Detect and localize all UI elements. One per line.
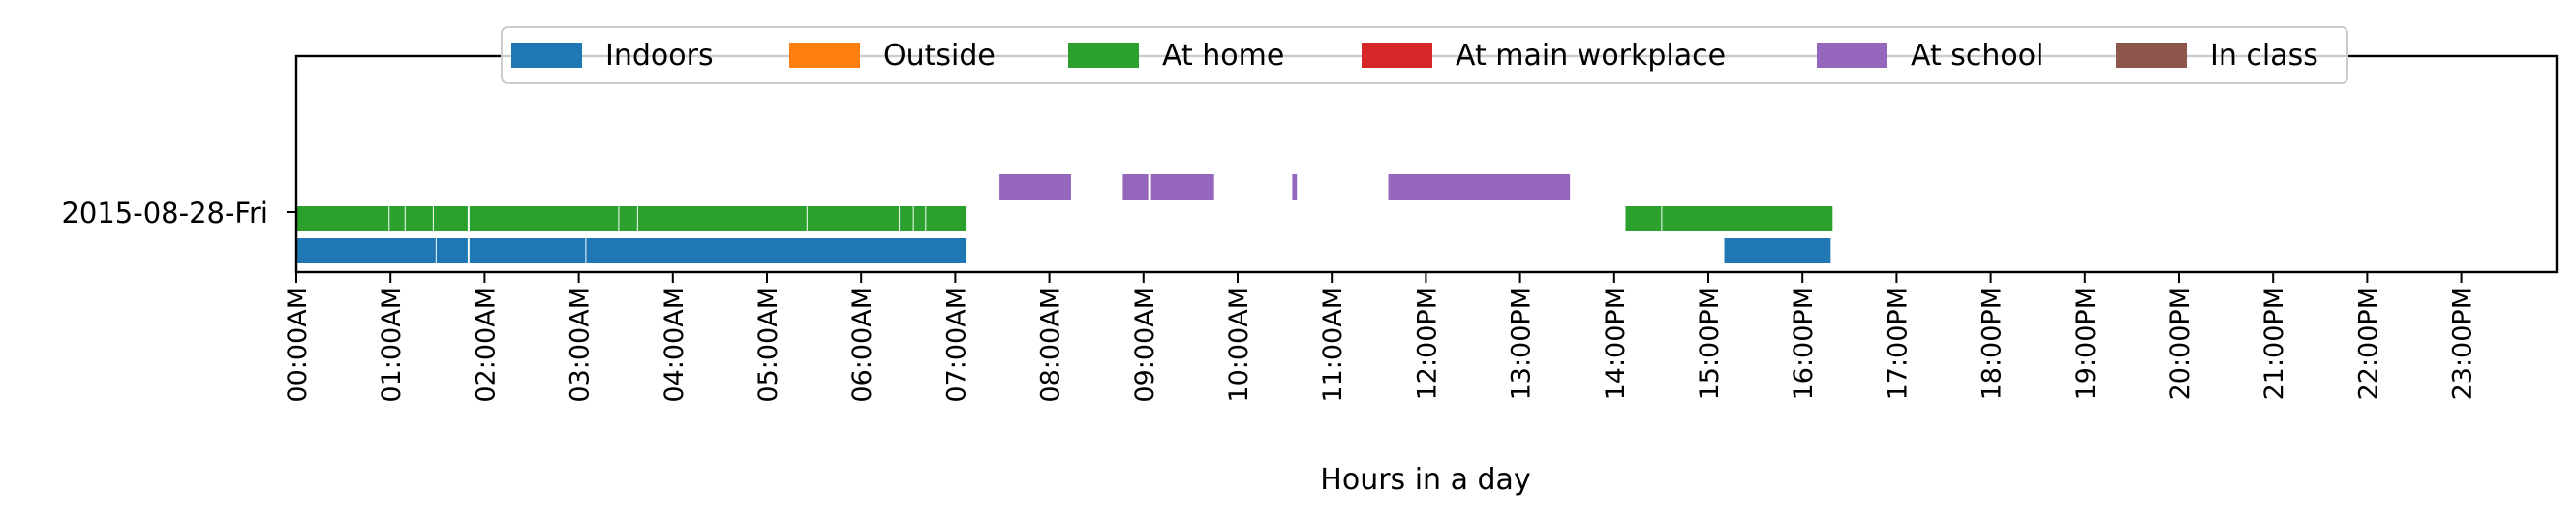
x-tick-label: 06:00AM	[847, 287, 877, 403]
x-tick-label: 13:00PM	[1507, 287, 1537, 400]
x-tick-label: 05:00AM	[753, 287, 783, 403]
x-tick-label: 01:00AM	[377, 287, 407, 403]
bar-at-home	[900, 206, 913, 231]
x-tick-label: 20:00PM	[2165, 287, 2195, 400]
x-tick-label: 17:00PM	[1883, 287, 1913, 400]
bar-at-home	[389, 206, 405, 231]
bar-at-school	[1292, 174, 1298, 200]
legend-item-at-school[interactable]: At school	[1817, 39, 2043, 73]
bar-at-home	[637, 206, 807, 231]
bar-at-home	[926, 206, 967, 231]
x-tick-label: 03:00AM	[566, 287, 596, 403]
bar-at-home	[1625, 206, 1662, 231]
day-label: 2015-08-28-Fri	[61, 197, 268, 230]
y-axis: 2015-08-28-Fri	[61, 197, 296, 230]
bar-indoors	[296, 238, 436, 263]
x-tick-label: 16:00PM	[1789, 287, 1819, 400]
bar-at-home	[433, 206, 468, 231]
bar-at-home	[469, 206, 619, 231]
bar-at-school	[1150, 174, 1214, 200]
bar-at-school	[1388, 174, 1571, 200]
x-tick-label: 21:00PM	[2259, 287, 2289, 400]
x-tick-label: 23:00PM	[2448, 287, 2478, 400]
x-tick-label: 11:00AM	[1318, 287, 1348, 403]
legend-swatch	[1068, 43, 1139, 68]
legend-item-indoors[interactable]: Indoors	[511, 39, 714, 73]
legend-swatch	[789, 43, 860, 68]
x-tick-label: 07:00AM	[941, 287, 971, 403]
bar-at-home	[807, 206, 900, 231]
legend[interactable]: Indoors Outside At home At main workplace At…	[501, 26, 2348, 84]
x-tick-label: 15:00PM	[1695, 287, 1725, 400]
x-tick-label: 18:00PM	[1978, 287, 2008, 400]
legend-item-at-main-workplace[interactable]: At main workplace	[1362, 39, 1726, 73]
bar-indoors	[1724, 238, 1831, 263]
bar-at-school	[1122, 174, 1149, 200]
legend-swatch	[1362, 43, 1432, 68]
legend-item-at-home[interactable]: At home	[1068, 39, 1284, 73]
legend-label: At home	[1162, 39, 1284, 73]
x-axis: 00:00AM 01:00AM 02:00AM 03:00AM 04:00AM 05:00…	[283, 272, 2478, 403]
x-tick-label: 12:00PM	[1412, 287, 1442, 400]
bar-at-home	[913, 206, 926, 231]
legend-label: Outside	[883, 39, 996, 73]
x-tick-label: 09:00AM	[1130, 287, 1160, 403]
legend-item-outside[interactable]: Outside	[789, 39, 996, 73]
bar-at-home	[1662, 206, 1833, 231]
legend-swatch	[511, 43, 582, 68]
x-tick-label: 14:00PM	[1601, 287, 1631, 400]
x-tick-label: 04:00AM	[659, 287, 690, 403]
x-tick-label: 22:00PM	[2353, 287, 2383, 400]
legend-label: Indoors	[605, 39, 714, 73]
bars-layer	[296, 174, 1833, 263]
legend-swatch	[2116, 43, 2187, 68]
x-axis-label: Hours in a day	[1320, 463, 1530, 497]
x-tick-label: 00:00AM	[283, 287, 313, 403]
x-tick-label: 10:00AM	[1224, 287, 1254, 403]
legend-label: At school	[1911, 39, 2043, 73]
legend-swatch	[1817, 43, 1887, 68]
bar-at-school	[999, 174, 1071, 200]
x-tick-label: 02:00AM	[471, 287, 501, 403]
bar-indoors	[436, 238, 468, 263]
legend-label: In class	[2210, 39, 2318, 73]
legend-item-in-class[interactable]: In class	[2116, 39, 2318, 73]
x-tick-label: 19:00PM	[2071, 287, 2101, 400]
bar-indoors	[586, 238, 967, 263]
x-tick-label: 08:00AM	[1036, 287, 1066, 403]
bar-at-home	[296, 206, 389, 231]
bar-at-home	[405, 206, 433, 231]
bar-indoors	[469, 238, 586, 263]
legend-label: At main workplace	[1456, 39, 1726, 73]
bar-at-home	[619, 206, 637, 231]
